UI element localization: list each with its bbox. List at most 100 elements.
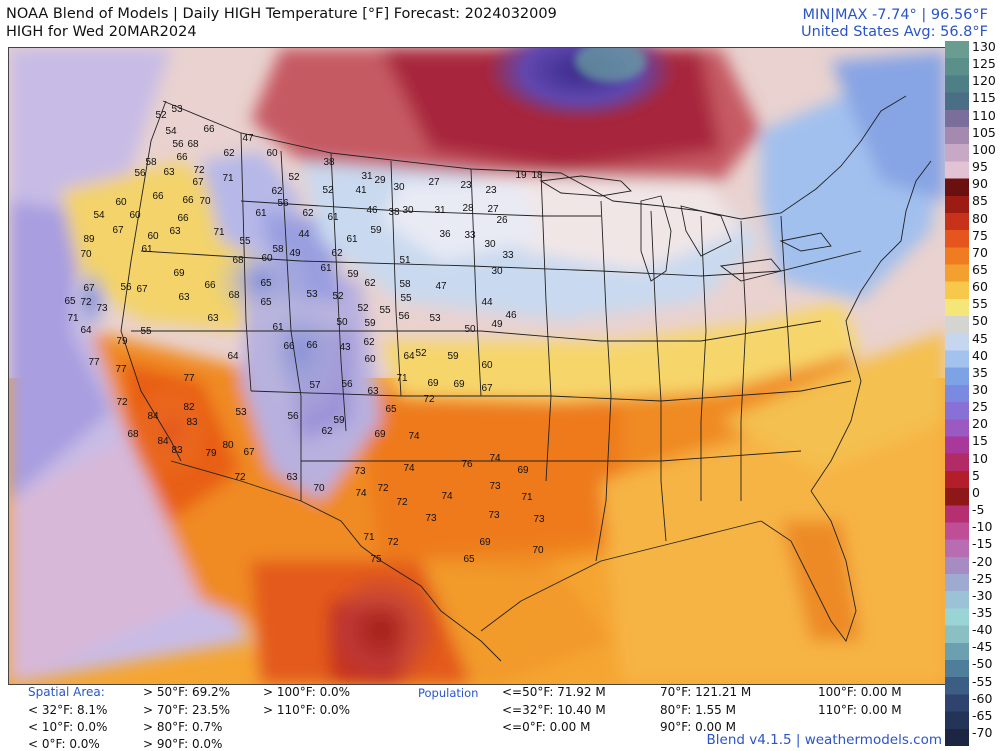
temp-label: 60: [261, 253, 273, 264]
temp-label: 64: [80, 325, 92, 336]
colorbar-tick-label: -65: [972, 707, 993, 723]
temp-label: 58: [399, 279, 411, 290]
colorbar-tick-label: 0: [972, 484, 980, 500]
temp-label: 76: [461, 459, 473, 470]
colorbar-tick-label: 80: [972, 210, 988, 226]
temp-label: 27: [428, 177, 440, 188]
temp-label: 63: [286, 472, 298, 483]
temp-label: 43: [339, 342, 351, 353]
colorbar-tick-label: 120: [972, 73, 996, 89]
temp-label: 41: [355, 185, 367, 196]
temp-label: 70: [199, 196, 211, 207]
temp-label: 69: [427, 378, 439, 389]
temp-label: 72: [377, 483, 389, 494]
temp-label: 52: [155, 110, 167, 121]
temp-label: 74: [408, 431, 420, 442]
temp-label: 49: [491, 319, 503, 330]
colorbar-tick-label: 115: [972, 90, 996, 106]
temp-label: 77: [183, 373, 195, 384]
temp-label: 72: [396, 497, 408, 508]
temp-label: 52: [288, 172, 300, 183]
colorbar-tick-label: 100: [972, 141, 996, 157]
temp-label: 61: [141, 244, 153, 255]
temp-label: 70: [313, 483, 325, 494]
population-label: Population: [418, 686, 479, 700]
pop-le0: <=0°F: 0.00 M: [502, 720, 591, 734]
pop-110: 110°F: 0.00 M: [818, 703, 902, 717]
pop-70: 70°F: 121.21 M: [660, 685, 752, 699]
temp-label: 72: [193, 165, 205, 176]
temp-label: 63: [169, 226, 181, 237]
temp-label: 33: [464, 230, 476, 241]
colorbar-tick-label: -25: [972, 570, 993, 586]
temp-label: 23: [485, 185, 497, 196]
colorbar-tick-label: 45: [972, 330, 988, 346]
temp-label: 83: [186, 417, 198, 428]
colorbar-tick-label: -45: [972, 639, 993, 655]
temp-label: 69: [173, 268, 185, 279]
temp-label: 66: [152, 191, 164, 202]
temp-label: 51: [399, 255, 411, 266]
temp-label: 73: [425, 513, 437, 524]
pop-le50: <=50°F: 71.92 M: [502, 685, 606, 699]
temp-label: 61: [255, 208, 267, 219]
colorbar-tick-label: 5: [972, 467, 980, 483]
temp-label: 29: [374, 175, 386, 186]
colorbar-tick-label: -10: [972, 519, 993, 535]
temp-label: 60: [115, 197, 127, 208]
map-subtitle: HIGH for Wed 20MAR2024: [6, 24, 197, 40]
stat-gt110: > 110°F: 0.0%: [263, 703, 351, 717]
temp-label: 72: [387, 537, 399, 548]
temp-label: 54: [165, 126, 177, 137]
temp-label: 77: [88, 357, 100, 368]
colorbar-tick-label: 85: [972, 193, 988, 209]
temp-label: 66: [177, 213, 189, 224]
temp-label: 27: [487, 204, 499, 215]
temp-label: 44: [298, 229, 310, 240]
colorbar-tick-label: 130: [972, 39, 996, 54]
temp-label: 28: [462, 203, 474, 214]
colorbar-tick-label: 55: [972, 296, 988, 312]
stat-lt0: < 0°F: 0.0%: [28, 737, 100, 751]
temp-label: 53: [171, 104, 183, 115]
pop-le32: <=32°F: 10.40 M: [502, 703, 606, 717]
temp-label: 67: [192, 177, 204, 188]
colorbar-tick-label: 40: [972, 347, 988, 363]
temp-label: 61: [327, 212, 339, 223]
temp-label: 26: [496, 215, 508, 226]
temp-label: 65: [260, 297, 272, 308]
temp-label: 62: [321, 426, 333, 437]
temp-label: 30: [491, 266, 503, 277]
temp-label: 79: [205, 448, 217, 459]
temp-label: 33: [502, 250, 514, 261]
temp-label: 47: [435, 281, 447, 292]
temp-label: 64: [403, 351, 415, 362]
temp-label: 56: [277, 198, 289, 209]
temp-label: 50: [336, 317, 348, 328]
temp-label: 65: [385, 404, 397, 415]
temp-label: 60: [129, 210, 141, 221]
stat-gt80: > 80°F: 0.7%: [143, 720, 223, 734]
temp-label: 55: [400, 293, 412, 304]
temp-label: 59: [364, 318, 376, 329]
temp-label: 65: [463, 554, 475, 565]
temp-label: 36: [439, 229, 451, 240]
temp-label: 74: [441, 491, 453, 502]
temp-label: 53: [306, 289, 318, 300]
temp-label: 56: [134, 168, 146, 179]
temp-label: 77: [115, 364, 127, 375]
colorbar-tick-label: 110: [972, 107, 996, 123]
temp-label: 73: [354, 466, 366, 477]
colorbar-tick-label: -40: [972, 622, 993, 638]
temp-label: 60: [364, 354, 376, 365]
temp-label: 71: [363, 532, 375, 543]
colorbar-tick-label: 25: [972, 399, 988, 415]
stat-gt90: > 90°F: 0.0%: [143, 737, 223, 751]
colorbar-tick-label: 95: [972, 159, 988, 175]
stat-gt70: > 70°F: 23.5%: [143, 703, 231, 717]
colorbar-tick-label: -5: [972, 502, 985, 518]
temp-label: 67: [136, 284, 148, 295]
temp-label: 53: [429, 313, 441, 324]
colorbar-tick-label: -20: [972, 553, 993, 569]
